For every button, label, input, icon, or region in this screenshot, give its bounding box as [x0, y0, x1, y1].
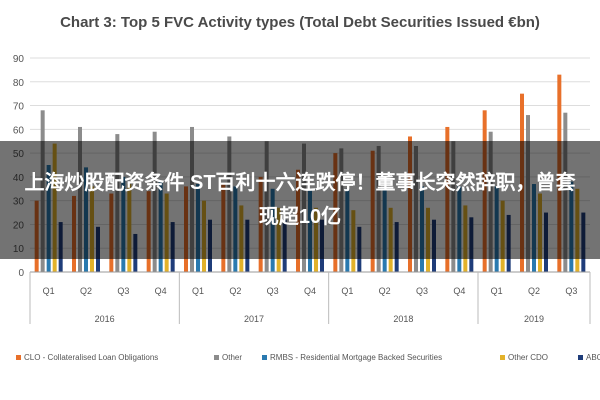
legend-swatch — [262, 355, 267, 360]
legend-label: RMBS - Residential Mortgage Backed Secur… — [270, 353, 442, 362]
y-tick-label: 80 — [13, 78, 25, 89]
x-tick-label: Q2 — [80, 286, 92, 296]
x-axis: Q1 Q2 Q3 Q4 Q1 Q2 Q3 Q4 Q1 Q2 Q3 Q4 Q1 Q2 Q3 2016 2017 20… — [29, 271, 591, 324]
headline-overlay-text[interactable]: 上海炒股配资条件 ST百利十六连跌停！董事长突然辞职，曾套现超10亿 — [24, 172, 576, 228]
year-label: 2016 — [95, 314, 115, 324]
legend-label: Other CDO — [508, 353, 548, 362]
legend-label: Other — [222, 353, 242, 362]
legend-swatch — [214, 355, 219, 360]
x-tick-label: Q3 — [565, 286, 577, 296]
x-tick-label: Q4 — [304, 286, 316, 296]
y-tick-label: 60 — [13, 125, 25, 136]
legend-label: ABCP — [586, 353, 600, 362]
x-tick-label: Q3 — [117, 286, 129, 296]
x-tick-label: Q2 — [528, 286, 540, 296]
year-label: 2018 — [393, 314, 413, 324]
x-tick-label: Q3 — [267, 286, 279, 296]
legend-swatch — [578, 355, 583, 360]
x-tick-label: Q1 — [341, 286, 353, 296]
x-tick-label: Q3 — [416, 286, 428, 296]
year-label: 2019 — [524, 314, 544, 324]
y-tick-label: 70 — [13, 102, 25, 113]
y-tick-label: 90 — [13, 54, 25, 65]
x-tick-label: Q2 — [229, 286, 241, 296]
x-tick-label: Q1 — [491, 286, 503, 296]
legend-label: CLO - Collateralised Loan Obligations — [24, 353, 158, 362]
year-label: 2017 — [244, 314, 264, 324]
x-tick-label: Q2 — [379, 286, 391, 296]
chart-title: Chart 3: Top 5 FVC Activity types (Total… — [60, 14, 540, 31]
x-tick-label: Q4 — [155, 286, 167, 296]
x-tick-label: Q4 — [453, 286, 465, 296]
headline-overlay-banner[interactable]: 上海炒股配资条件 ST百利十六连跌停！董事长突然辞职，曾套现超10亿 — [0, 141, 600, 259]
x-tick-label: Q1 — [192, 286, 204, 296]
legend-swatch — [16, 355, 21, 360]
y-tick-label: 0 — [18, 268, 24, 279]
legend: CLO - Collateralised Loan Obligations Oth… — [16, 353, 600, 362]
legend-swatch — [500, 355, 505, 360]
x-tick-label: Q1 — [43, 286, 55, 296]
